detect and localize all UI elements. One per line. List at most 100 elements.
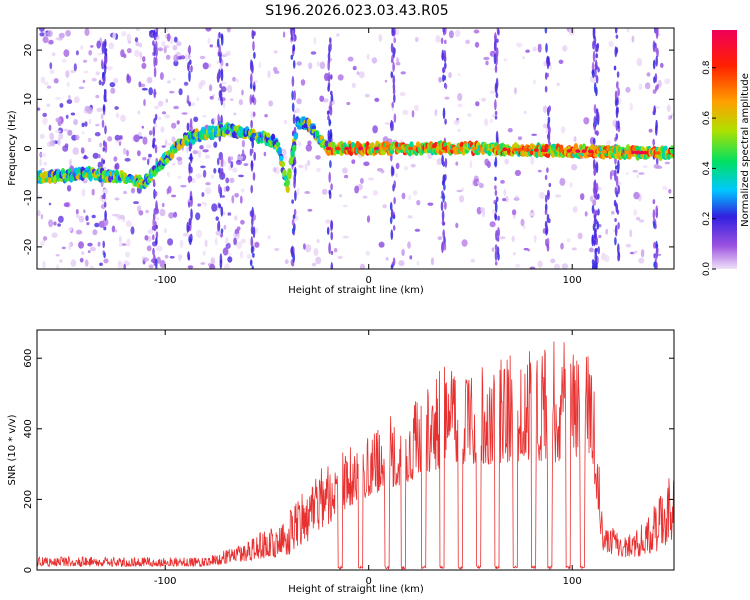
heatmap-noise-cell <box>180 184 187 188</box>
heatmap-streak-cell <box>155 231 159 239</box>
heatmap-streak-cell <box>442 66 445 74</box>
heatmap-streak-cell <box>617 184 620 195</box>
heatmap-streak-cell <box>595 44 599 52</box>
heatmap-noise-cell <box>611 210 615 215</box>
heatmap-noise-cell <box>644 82 651 90</box>
heatmap-streak-cell <box>614 169 617 182</box>
heatmap-noise-cell <box>554 263 560 269</box>
heatmap-noise-cell <box>49 132 55 141</box>
heatmap-noise-cell <box>198 149 202 159</box>
heatmap-noise-cell <box>304 191 311 194</box>
heatmap-streak-cell <box>497 226 500 237</box>
heatmap-noise-cell <box>239 195 243 204</box>
heatmap-noise-cell <box>207 37 211 45</box>
heatmap-noise-cell <box>90 45 94 48</box>
heatmap-noise-cell <box>589 195 594 203</box>
heatmap-noise-cell <box>236 241 243 249</box>
heatmap-streak-cell <box>327 129 331 140</box>
heatmap-noise-cell <box>182 232 189 237</box>
heatmap-noise-cell <box>666 104 671 113</box>
heatmap-ridge-cell <box>331 141 336 149</box>
heatmap-noise-cell <box>178 88 183 96</box>
heatmap-noise-cell <box>657 253 662 257</box>
heatmap-streak-cell <box>217 51 221 57</box>
heatmap-noise-cell <box>401 248 405 257</box>
heatmap-streak-cell <box>494 244 498 251</box>
heatmap-streak-cell <box>327 85 330 92</box>
heatmap-noise-cell <box>119 242 123 247</box>
heatmap-streak-cell <box>250 236 254 247</box>
heatmap-noise-cell <box>88 50 93 56</box>
heatmap-noise-cell <box>225 237 229 245</box>
heatmap-streak-cell <box>151 225 155 231</box>
heatmap-noise-cell <box>537 43 542 48</box>
heatmap-noise-cell <box>505 196 509 203</box>
heatmap-noise-cell <box>123 53 127 59</box>
heatmap-peak-cell <box>581 149 587 153</box>
heatmap-streak-cell <box>101 194 105 199</box>
heatmap-noise-cell <box>407 215 413 219</box>
heatmap-streak-cell <box>327 71 331 83</box>
heatmap-noise-cell <box>346 101 351 106</box>
heatmap-noise-cell <box>220 86 227 93</box>
heatmap-streak-cell <box>653 76 656 84</box>
heatmap-noise-cell <box>523 110 527 114</box>
heatmap-noise-cell <box>303 243 306 250</box>
heatmap-streak-cell <box>593 218 597 228</box>
heatmap-noise-cell <box>625 243 632 248</box>
heatmap-streak-cell <box>187 46 191 54</box>
heatmap-streak-cell <box>596 111 600 123</box>
heatmap-noise-cell <box>434 109 438 117</box>
heatmap-noise-cell <box>164 254 169 259</box>
heatmap-streak-cell <box>392 257 396 266</box>
heatmap-noise-cell <box>95 123 100 127</box>
heatmap-noise-cell <box>146 245 152 252</box>
heatmap-noise-cell <box>46 85 52 89</box>
heatmap-streak-cell <box>329 37 332 44</box>
heatmap-ridge-cell <box>287 171 292 180</box>
heatmap-noise-cell <box>530 156 535 166</box>
heatmap-noise-cell <box>414 104 419 112</box>
heatmap-noise-cell <box>550 258 556 264</box>
heatmap-noise-cell <box>199 145 204 150</box>
heatmap-streak-cell <box>251 217 254 227</box>
snr-series-line <box>37 341 674 570</box>
heatmap-noise-cell <box>411 110 415 118</box>
heatmap-streak-cell <box>591 70 595 75</box>
heatmap-noise-cell <box>159 72 164 81</box>
heatmap-noise-cell <box>100 113 104 120</box>
heatmap-streak-cell <box>493 43 497 52</box>
heatmap-streak-cell <box>444 62 447 70</box>
heatmap-noise-cell <box>40 76 46 84</box>
heatmap-streak-cell <box>391 212 394 217</box>
y-tick-label: 10 <box>23 93 34 106</box>
heatmap-noise-cell <box>455 161 459 166</box>
heatmap-noise-cell <box>125 220 132 227</box>
heatmap-noise-cell <box>148 130 153 136</box>
heatmap-noise-cell <box>322 98 329 103</box>
heatmap-noise-cell <box>187 265 194 269</box>
heatmap-noise-cell <box>171 194 177 198</box>
heatmap-streak-cell <box>652 138 655 147</box>
heatmap-noise-cell <box>113 156 118 162</box>
heatmap-noise-cell <box>78 86 85 90</box>
heatmap-streak-cell <box>614 218 617 222</box>
heatmap-noise-cell <box>161 145 166 148</box>
heatmap-noise-cell <box>296 187 300 196</box>
heatmap-streak-cell <box>186 94 190 104</box>
heatmap-streak-cell <box>291 218 295 226</box>
heatmap-streak-cell <box>188 175 191 184</box>
heatmap-noise-cell <box>300 79 306 86</box>
heatmap-noise-cell <box>147 229 154 234</box>
heatmap-streak-cell <box>595 210 598 216</box>
heatmap-streak-cell <box>293 90 297 101</box>
heatmap-streak-cell <box>330 183 333 191</box>
heatmap-streak-cell <box>652 199 656 205</box>
heatmap-noise-cell <box>316 61 321 67</box>
heatmap-streak-cell <box>102 240 105 249</box>
heatmap-noise-cell <box>37 210 41 217</box>
heatmap-peak-cell <box>575 149 581 153</box>
heatmap-streak-cell <box>187 225 190 232</box>
heatmap-noise-cell <box>308 62 313 70</box>
heatmap-noise-cell <box>638 83 643 91</box>
